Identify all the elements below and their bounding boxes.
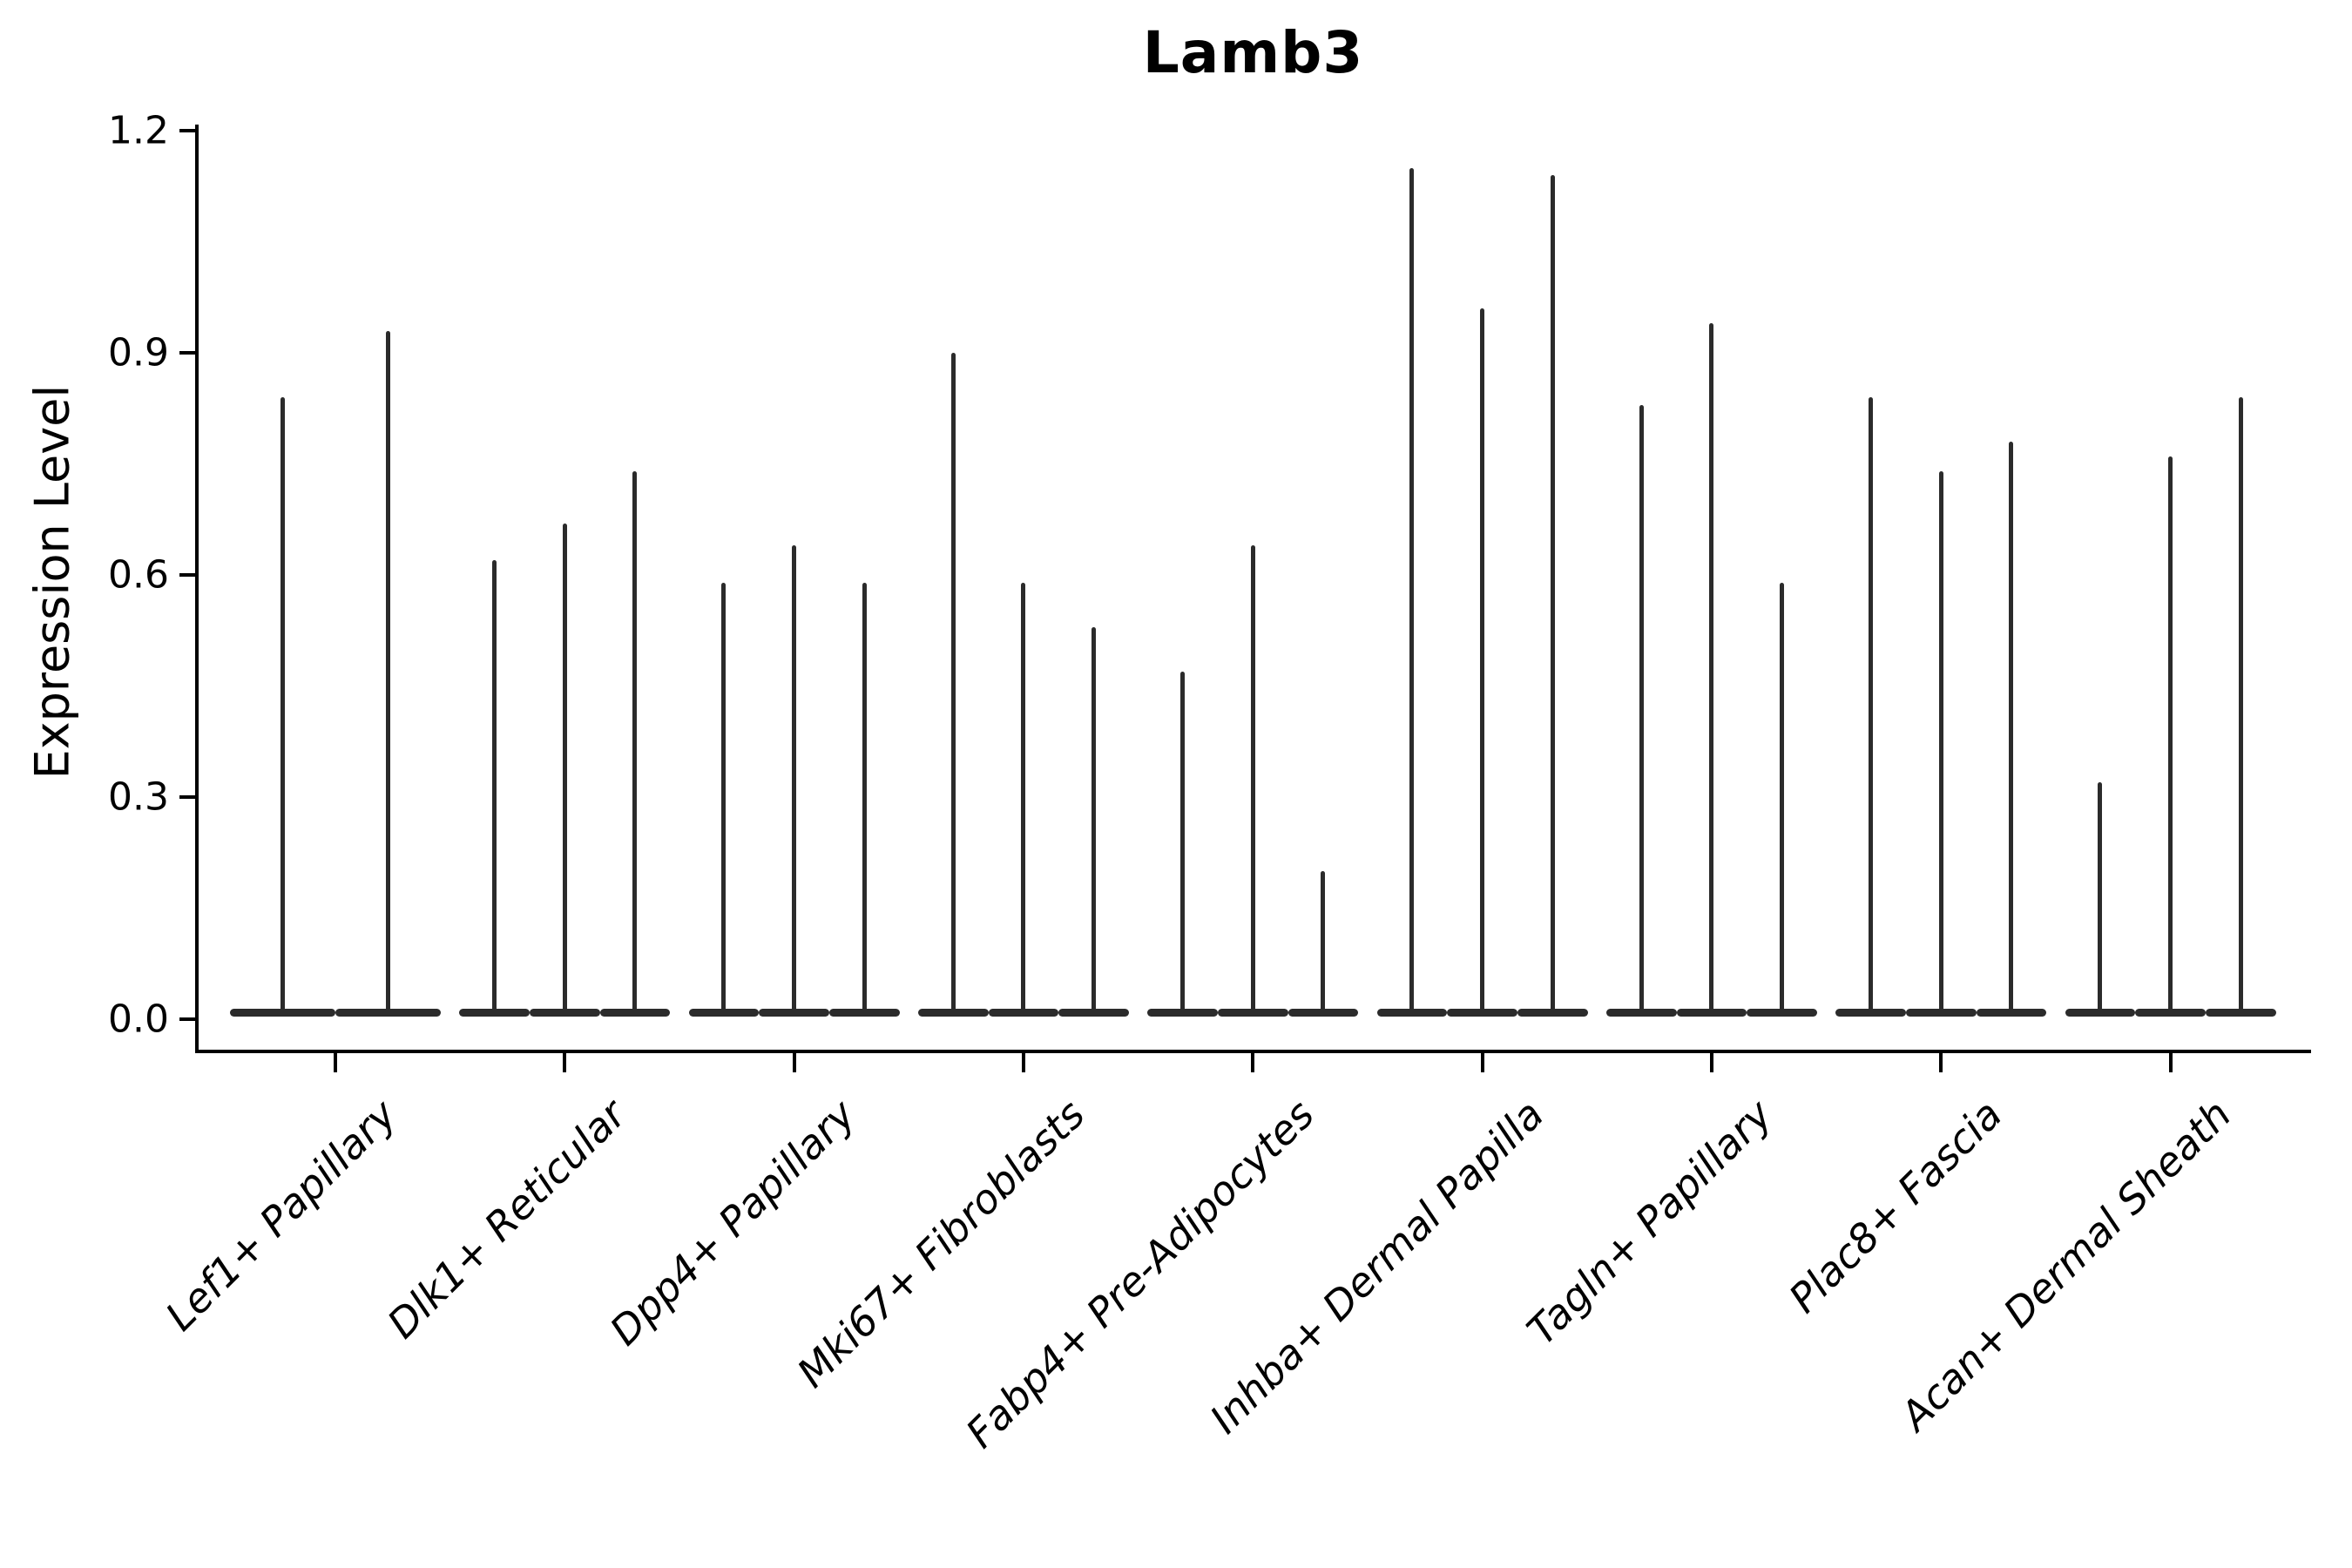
y-tick — [179, 129, 197, 132]
y-tick-label: 0.3 — [108, 774, 169, 820]
x-tick — [1709, 1053, 1713, 1072]
y-tick-label: 0.6 — [108, 552, 169, 598]
x-tick — [334, 1053, 337, 1072]
violin-spike — [492, 560, 497, 1014]
y-tick — [179, 795, 197, 799]
y-tick — [179, 573, 197, 577]
violin-spike — [2098, 782, 2103, 1014]
violin-spike — [2009, 442, 2014, 1014]
x-tick-label: Dlk1+ Reticular — [377, 1091, 635, 1348]
y-tick — [179, 1017, 197, 1021]
y-tick-label: 1.2 — [108, 108, 169, 153]
violin-spike — [792, 545, 797, 1014]
violin-spike — [1938, 471, 1943, 1014]
violin-spike — [1021, 582, 1026, 1014]
y-tick-label: 0.9 — [108, 330, 169, 375]
violin-spike — [1550, 175, 1555, 1014]
x-axis-spine — [195, 1050, 2311, 1053]
x-tick — [1939, 1053, 1943, 1072]
x-tick — [1251, 1053, 1255, 1072]
x-tick-label: Plac8+ Fascia — [1780, 1091, 2011, 1322]
violin-spike — [1869, 397, 1874, 1014]
x-tick-label: Lef1+ Papillary — [156, 1091, 406, 1340]
violin-spike — [1709, 323, 1714, 1014]
x-tick-label: Tagln+ Papillary — [1517, 1091, 1782, 1355]
violin-spike — [2238, 397, 2243, 1014]
x-tick — [792, 1053, 796, 1072]
violin-spike — [1480, 308, 1485, 1014]
violin-spike — [1639, 404, 1644, 1014]
plot-title: Lamb3 — [1142, 19, 1364, 86]
violin-spike — [1250, 545, 1255, 1014]
violin-spike — [1409, 167, 1415, 1014]
violin-spike — [632, 471, 638, 1014]
y-tick-label: 0.0 — [108, 997, 169, 1042]
violin-spike — [1092, 626, 1097, 1014]
y-axis-label: Expression Level — [24, 384, 80, 780]
violin-spike — [862, 582, 867, 1014]
x-tick — [563, 1053, 567, 1072]
x-tick — [1021, 1053, 1025, 1072]
violin-spike — [2168, 456, 2173, 1014]
violin-spike — [721, 582, 727, 1014]
violin-spike — [280, 397, 285, 1014]
y-axis-spine — [195, 125, 199, 1053]
violin-spike — [950, 353, 956, 1014]
y-tick — [179, 351, 197, 355]
x-tick — [2168, 1053, 2173, 1072]
x-tick — [1480, 1053, 1484, 1072]
violin-spike — [562, 523, 567, 1014]
x-tick-label: Dpp4+ Papillary — [600, 1091, 864, 1355]
violin-spike — [1180, 671, 1186, 1014]
violin-spike — [1321, 871, 1326, 1014]
violin-spike — [1780, 582, 1785, 1014]
violin-spike — [386, 330, 390, 1014]
